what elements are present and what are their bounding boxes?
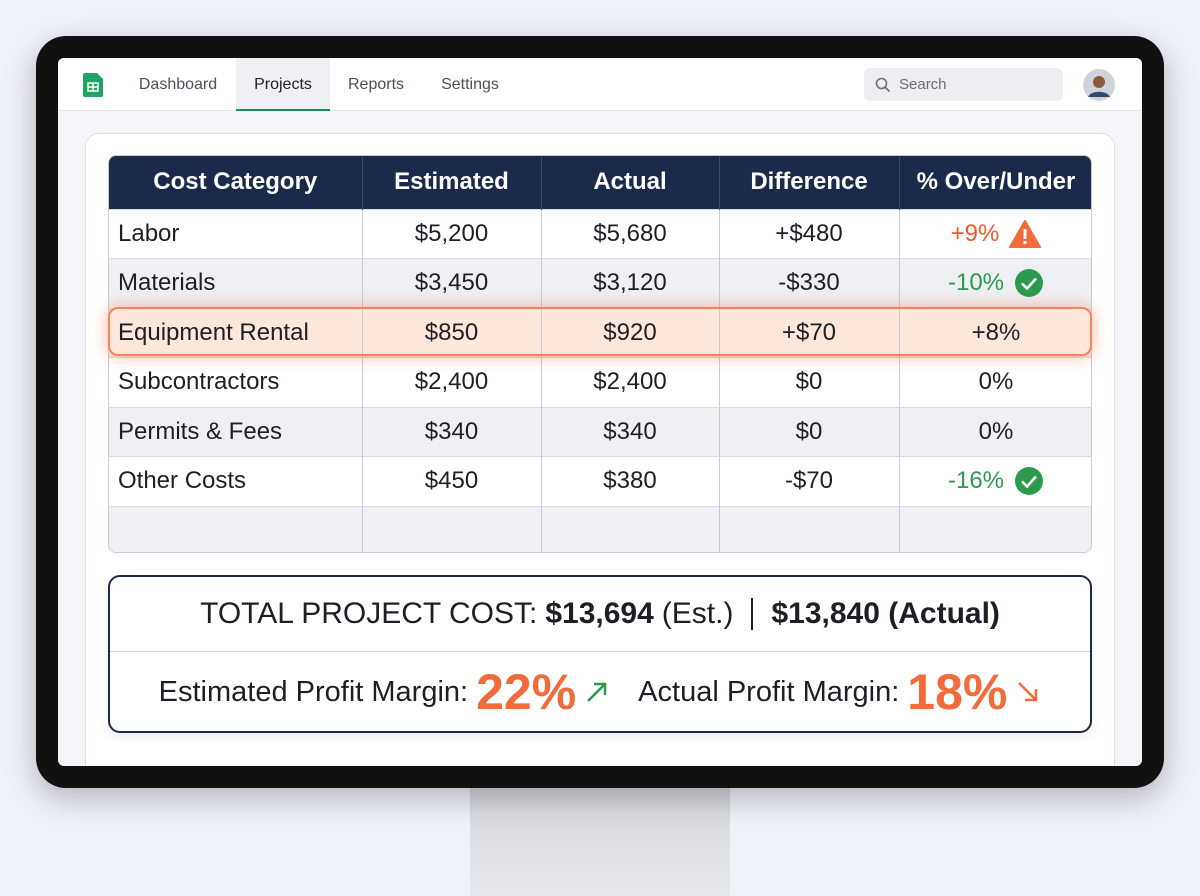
table-cell: $340 (362, 406, 542, 457)
table-row: Other Costs $450 $380 -$70 -16% (109, 456, 1092, 506)
estimated-total: $13,694 (545, 597, 654, 630)
table-row: Labor $5,200 $5,680 +$480 +9% (109, 208, 1092, 259)
warning-icon (1009, 219, 1042, 248)
table-cell: Subcontractors (109, 357, 363, 407)
cost-table: Cost Category Estimated Actual Difference% … (109, 156, 1092, 552)
table-cell: -10% (899, 258, 1092, 308)
percent-value: +9% (950, 219, 1000, 247)
cost-table-container: Cost Category Estimated Actual Difference% … (108, 155, 1092, 553)
percent-value: +8% (971, 318, 1021, 346)
actual-margin: 18% (907, 664, 1008, 720)
empty-cell (899, 505, 1091, 552)
empty-cell (541, 505, 720, 552)
table-cell: $3,120 (541, 258, 720, 308)
table-cell: $380 (541, 456, 720, 506)
monitor-stand (470, 780, 730, 896)
percent-cell: -16% (901, 466, 1092, 496)
empty-cell (719, 505, 900, 552)
empty-cell (362, 505, 542, 552)
search-box[interactable]: Search (864, 68, 1063, 101)
percent-cell: 0% (901, 368, 1092, 396)
table-cell: Labor (109, 208, 363, 259)
app-logo[interactable] (83, 73, 103, 97)
empty-row (109, 505, 1091, 552)
table-cell: $2,400 (362, 357, 542, 407)
column-header: Actual (541, 156, 720, 209)
nav-link[interactable]: Projects (236, 58, 330, 111)
percent-cell: +9% (901, 219, 1092, 249)
estimated-margin: 22% (476, 664, 577, 720)
table-row: Materials $3,450 $3,120 -$330 -10% (109, 258, 1092, 308)
table-cell: Materials (109, 258, 363, 308)
percent-value: 0% (978, 417, 1014, 445)
table-cell: +8% (899, 307, 1092, 358)
total-label: TOTAL PROJECT COST: (200, 597, 538, 630)
table-cell: -16% (899, 456, 1092, 506)
table-row: Equipment Rental $850 $920 +$70 +8% (109, 307, 1092, 358)
nav-bar: Dashboard Projects Reports Settings Sear… (58, 58, 1142, 111)
column-header: Cost Category (109, 156, 363, 209)
trend-up-icon (587, 682, 607, 702)
table-cell: Permits & Fees (109, 406, 363, 457)
actual-total: $13,840 (Actual) (771, 597, 1000, 630)
total-line: TOTAL PROJECT COST: $13,694 (Est.) $13,8… (110, 577, 1090, 652)
header-row: Cost Category Estimated Actual Difference% … (109, 156, 1091, 209)
check-icon (1015, 269, 1044, 298)
column-header: Estimated (362, 156, 542, 209)
table-cell: $0 (719, 406, 900, 457)
table-cell: $850 (362, 307, 542, 358)
table-cell: -$70 (719, 456, 900, 506)
separator (751, 598, 754, 630)
empty-cell (109, 505, 363, 552)
table-cell: $2,400 (541, 357, 720, 407)
search-placeholder: Search (899, 76, 947, 93)
table-cell: $920 (541, 307, 720, 358)
margin-line: Estimated Profit Margin: 22% Actual Prof… (110, 653, 1090, 731)
table-cell: +$70 (719, 307, 900, 358)
check-icon (1015, 467, 1044, 496)
estimated-note: (Est.) (661, 597, 734, 630)
table-row: Subcontractors $2,400 $2,400 $0 0% (109, 357, 1092, 407)
table-cell: 0% (899, 357, 1092, 407)
table-cell: $450 (362, 456, 542, 506)
table-cell: Equipment Rental (109, 307, 363, 358)
table-cell: +$480 (719, 208, 900, 259)
percent-cell: 0% (901, 418, 1092, 446)
percent-cell: -10% (901, 268, 1092, 298)
summary-box: TOTAL PROJECT COST: $13,694 (Est.) $13,8… (108, 575, 1092, 733)
table-cell: $0 (719, 357, 900, 407)
table-row: Permits & Fees $340 $340 $0 0% (109, 406, 1092, 457)
avatar[interactable] (1083, 69, 1115, 101)
table-cell: +9% (899, 208, 1092, 259)
search-icon (875, 77, 891, 93)
table-cell: Other Costs (109, 456, 363, 506)
percent-value: -16% (947, 467, 1005, 495)
table-cell: $340 (541, 406, 720, 457)
percent-value: -10% (947, 269, 1005, 297)
column-header: Difference (719, 156, 900, 209)
trend-down-icon (1018, 682, 1038, 702)
percent-value: 0% (978, 368, 1014, 396)
nav-link[interactable]: Reports (347, 76, 405, 93)
column-header: % Over/Under (899, 156, 1091, 209)
table-cell: $5,200 (362, 208, 542, 259)
nav-link[interactable]: Settings (441, 76, 499, 93)
table-cell: -$330 (719, 258, 900, 308)
actual-margin-label: Actual Profit Margin: (638, 675, 900, 708)
table-cell: 0% (899, 406, 1092, 457)
table-cell: $5,680 (541, 208, 720, 259)
table-cell: $3,450 (362, 258, 542, 308)
percent-cell: +8% (901, 319, 1092, 347)
estimated-margin-label: Estimated Profit Margin: (158, 675, 469, 708)
nav-link[interactable]: Dashboard (138, 76, 218, 93)
